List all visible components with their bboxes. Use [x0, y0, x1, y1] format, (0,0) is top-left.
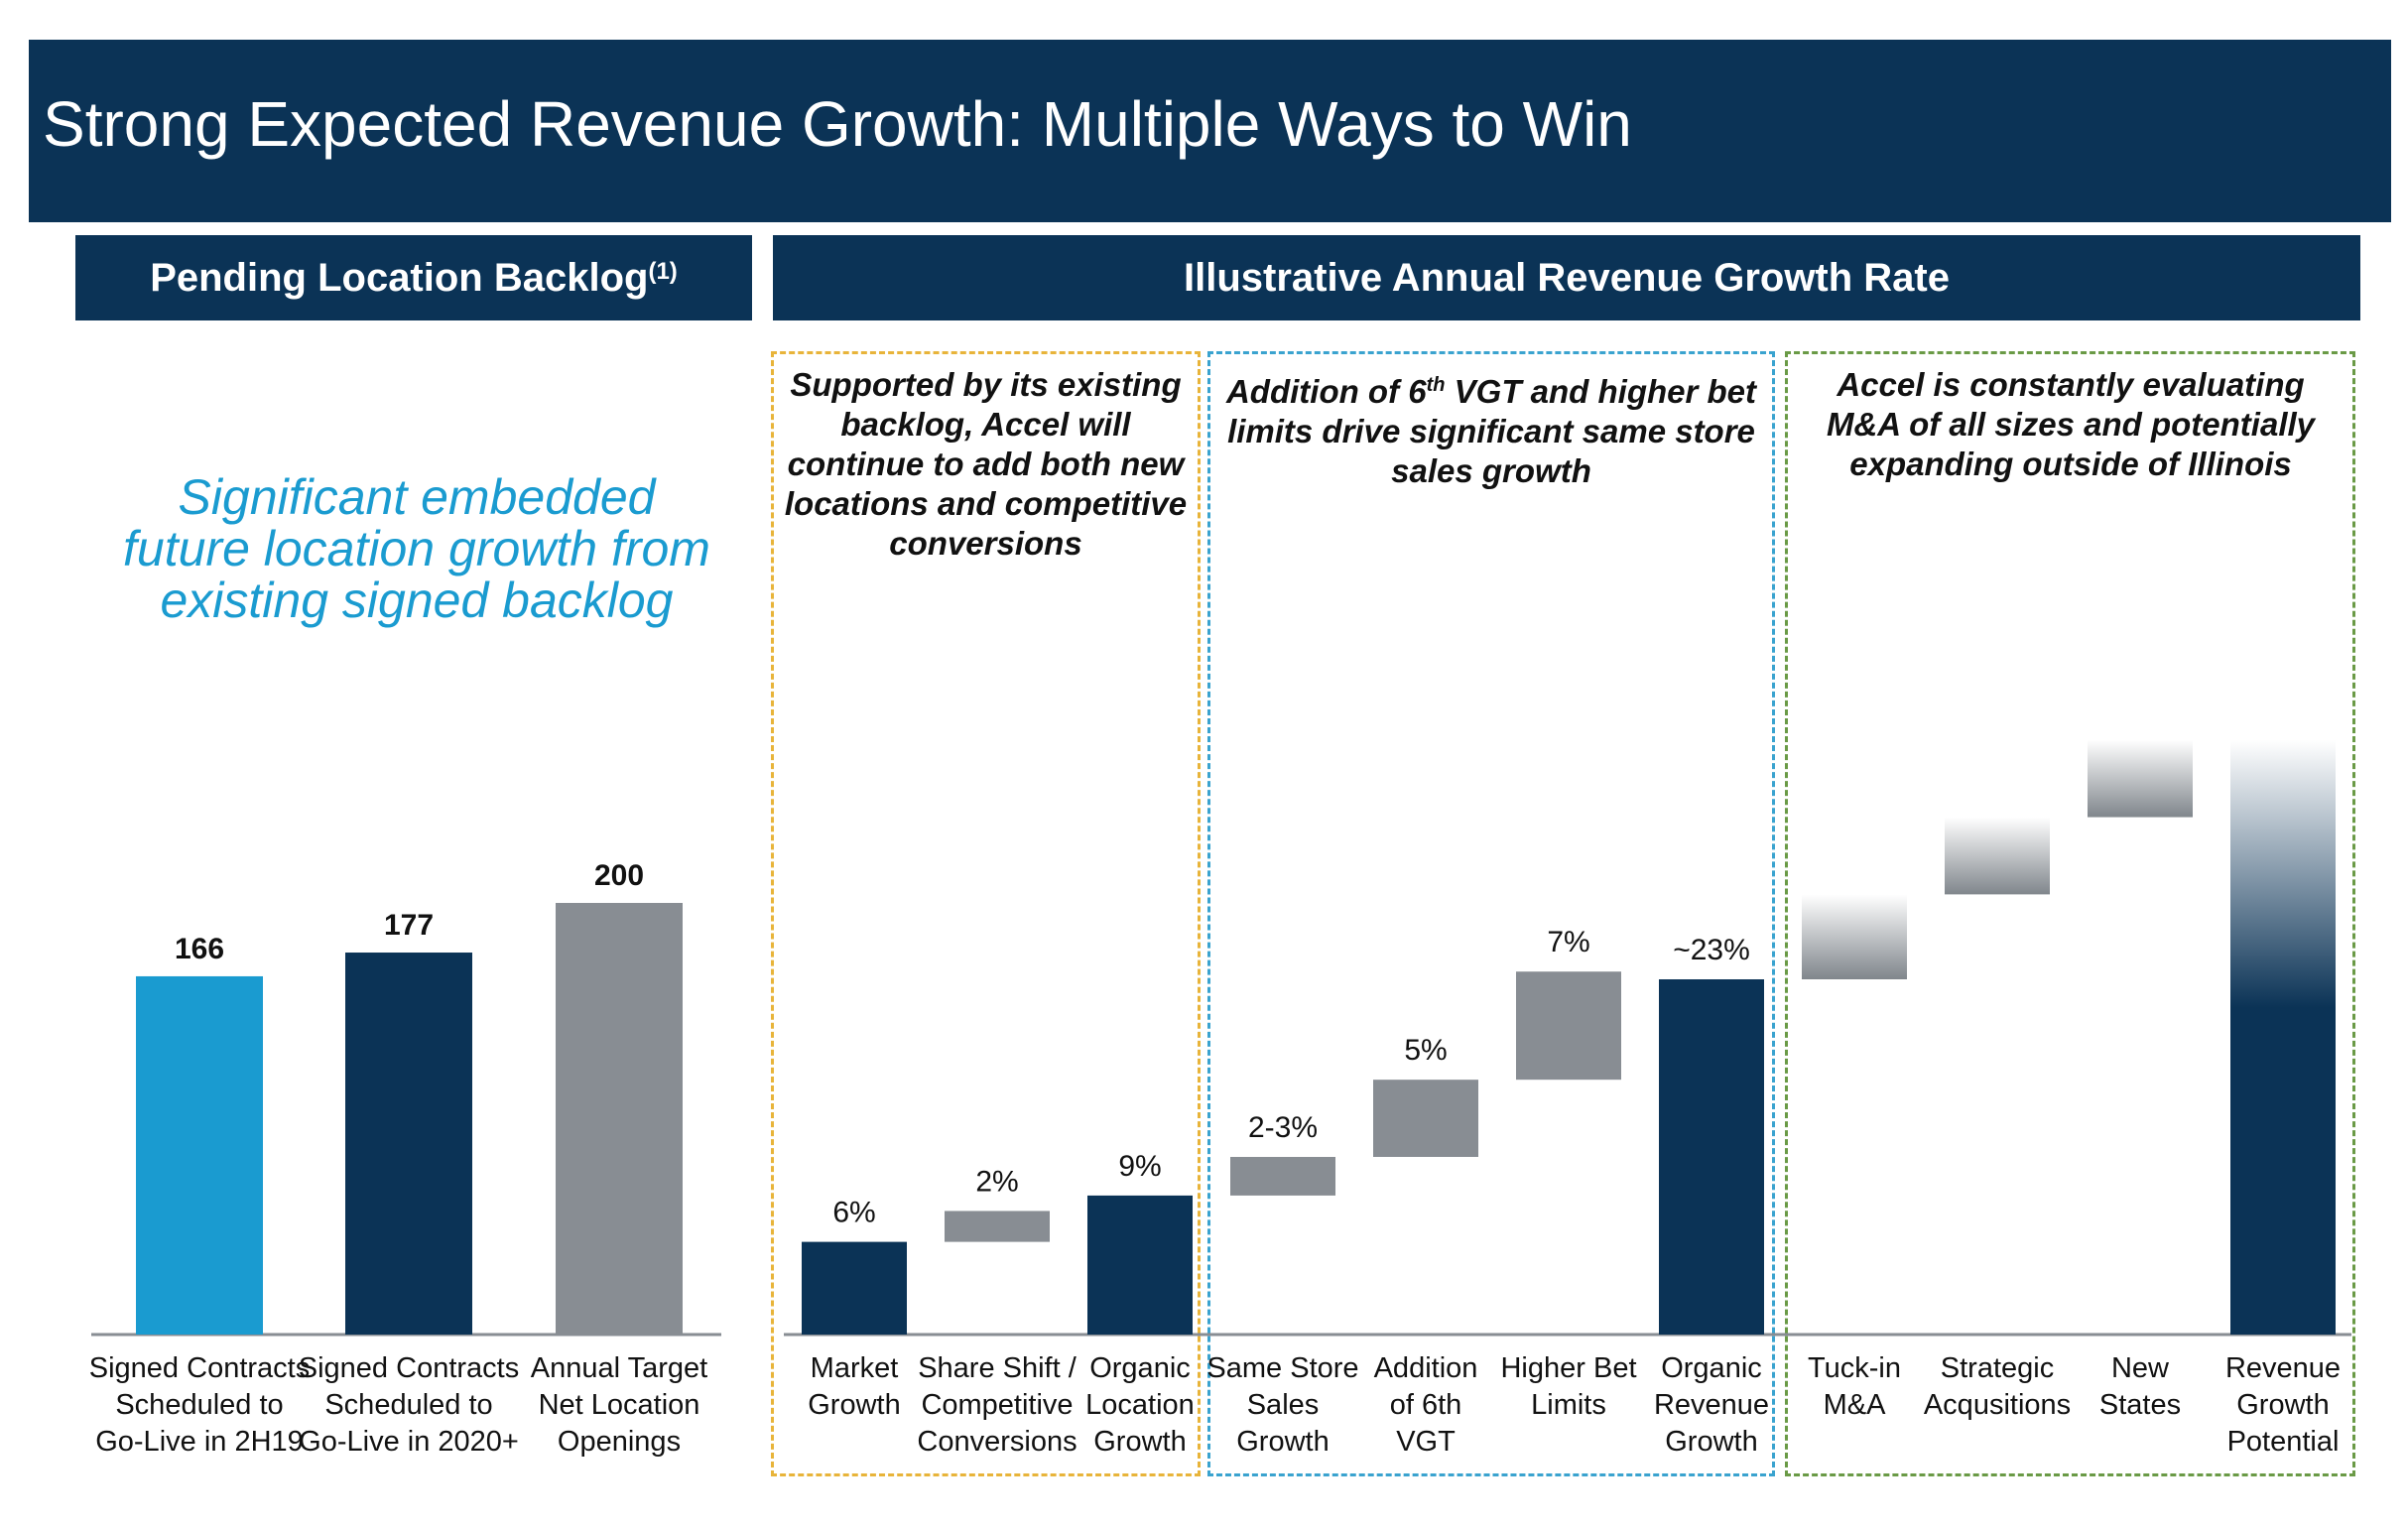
- growth-value-label: 2-3%: [1248, 1111, 1318, 1144]
- growth-bar-market-growth: [802, 1241, 907, 1335]
- growth-category-label: Addition: [1374, 1352, 1478, 1384]
- growth-category-label: Competitive: [921, 1389, 1073, 1421]
- growth-category-label: Conversions: [917, 1426, 1077, 1458]
- backlog-value-label: 177: [384, 909, 434, 942]
- growth-category-label: Revenue: [1654, 1389, 1769, 1421]
- growth-category-label: New: [2111, 1352, 2170, 1384]
- growth-category-label: Organic: [1661, 1352, 1762, 1384]
- growth-category-label: Potential: [2227, 1426, 2340, 1458]
- growth-value-label: 9%: [1118, 1150, 1161, 1183]
- backlog-category-label: Signed Contracts: [89, 1352, 310, 1384]
- backlog-bar-2: [345, 953, 472, 1335]
- growth-category-label: Revenue: [2225, 1352, 2341, 1384]
- growth-bar-new-states: [2088, 739, 2193, 818]
- growth-category-label: of 6th: [1390, 1389, 1462, 1421]
- growth-category-label: Tuck-in: [1808, 1352, 1901, 1384]
- growth-bar-strategic-acqusitions: [1945, 817, 2050, 895]
- growth-category-label: Market: [811, 1352, 899, 1384]
- section-box-ma: [1785, 351, 2355, 1476]
- section-text-location-growth: Supported by its existing backlog, Accel…: [784, 366, 1188, 562]
- backlog-value-label: 166: [175, 933, 224, 965]
- section-box-location-growth: [771, 351, 1201, 1476]
- growth-category-label: Higher Bet: [1500, 1352, 1636, 1384]
- growth-category-label: Organic: [1089, 1352, 1191, 1384]
- backlog-tagline: Significant embedded future location gro…: [123, 469, 710, 628]
- title-bar: [29, 40, 2391, 222]
- backlog-bar-1: [136, 975, 263, 1335]
- section-box-same-store: [1207, 351, 1775, 1476]
- growth-category-label: Sales: [1247, 1389, 1320, 1421]
- growth-bar-organic-revenue-growth: [1659, 979, 1764, 1335]
- left-panel-header: Pending Location Backlog (1): [75, 235, 752, 320]
- growth-category-label: Location: [1085, 1389, 1195, 1421]
- growth-category-label: Limits: [1531, 1389, 1606, 1421]
- backlog-bar-3: [556, 903, 683, 1335]
- backlog-category-label: Go-Live in 2H19: [95, 1426, 304, 1458]
- page-title: Strong Expected Revenue Growth: Multiple…: [43, 88, 1632, 160]
- growth-value-label: 2%: [975, 1165, 1018, 1198]
- growth-category-label: Growth: [808, 1389, 900, 1421]
- right-panel-header: Illustrative Annual Revenue Growth Rate: [773, 235, 2360, 320]
- backlog-category-label: Annual Target: [531, 1352, 707, 1384]
- backlog-category-label: Openings: [558, 1426, 681, 1458]
- backlog-category-label: Scheduled to: [324, 1389, 492, 1421]
- growth-bar-organic-location-growth: [1087, 1195, 1193, 1335]
- growth-bar-tuck-in-m-a: [1802, 894, 1907, 979]
- growth-category-label: VGT: [1396, 1426, 1456, 1458]
- footnote-marker: (1): [648, 258, 678, 285]
- growth-value-label: 6%: [832, 1197, 875, 1229]
- growth-category-label: Acqusitions: [1924, 1389, 2071, 1421]
- growth-bar-revenue-growth-potential: [2230, 739, 2336, 1335]
- growth-category-label: Growth: [1665, 1426, 1757, 1458]
- growth-category-label: Growth: [1236, 1426, 1329, 1458]
- growth-category-label: Strategic: [1941, 1352, 2054, 1384]
- backlog-category-label: Signed Contracts: [299, 1352, 519, 1384]
- growth-bar-share-shift-competitive-conversions: [945, 1211, 1050, 1242]
- growth-category-label: M&A: [1824, 1389, 1887, 1421]
- growth-value-label: 7%: [1547, 926, 1589, 958]
- right-panel-header-text: Illustrative Annual Revenue Growth Rate: [1183, 255, 1950, 300]
- growth-category-label: Same Store: [1206, 1352, 1358, 1384]
- backlog-category-label: Net Location: [539, 1389, 700, 1421]
- left-panel-header-text: Pending Location Backlog: [150, 255, 649, 300]
- backlog-category-label: Scheduled to: [115, 1389, 283, 1421]
- backlog-bars: 166 Signed Contracts Scheduled to Go-Live i…: [89, 859, 707, 1458]
- growth-value-label: ~23%: [1673, 934, 1750, 966]
- growth-bar-higher-bet-limits: [1516, 971, 1621, 1081]
- growth-bar-addition-of-6th-vgt: [1373, 1080, 1478, 1157]
- growth-bar-same-store-sales-growth: [1230, 1157, 1335, 1196]
- growth-category-label: Growth: [2236, 1389, 2329, 1421]
- growth-category-label: States: [2099, 1389, 2181, 1421]
- backlog-value-label: 200: [594, 859, 644, 892]
- growth-category-label: Growth: [1093, 1426, 1186, 1458]
- growth-value-label: 5%: [1404, 1034, 1447, 1067]
- backlog-category-label: Go-Live in 2020+: [299, 1426, 519, 1458]
- growth-bars: 6% Market Growth 2% Share Shift / Competitive…: [802, 739, 2341, 1458]
- section-text-ma: Accel is constantly evaluating M&A of al…: [1826, 366, 2316, 482]
- growth-category-label: Share Shift /: [918, 1352, 1077, 1384]
- section-text-same-store: Addition of 6th VGT and higher bet limit…: [1225, 373, 1757, 489]
